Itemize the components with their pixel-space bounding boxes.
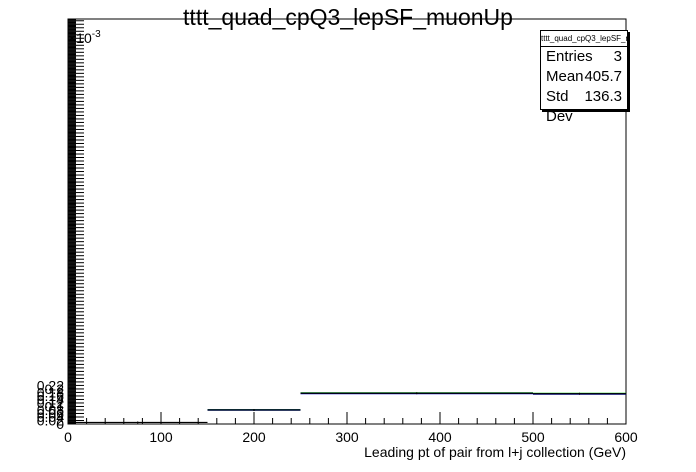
- stats-value: 136.3: [584, 88, 622, 105]
- stats-value: 405.7: [584, 68, 622, 85]
- stats-row-entries: Entries 3: [541, 47, 627, 67]
- y-tick-label: 0: [56, 416, 64, 432]
- x-axis-label: Leading pt of pair from l+j collection (…: [364, 444, 626, 460]
- y-tick-label: 0.18: [37, 384, 64, 400]
- y-tick-label: 0.12: [37, 395, 64, 411]
- y-tick-label: 0.14: [37, 391, 64, 407]
- x-tick-label: 300: [335, 429, 359, 445]
- stats-box-title: tttt_quad_cpQ3_lepSF_muonUp: [541, 31, 627, 47]
- x-tick-label: 0: [64, 429, 72, 445]
- x-tick-label: 500: [521, 429, 545, 445]
- x-tick-label: 600: [614, 429, 638, 445]
- stats-label: Entries: [546, 48, 593, 65]
- stats-value: 3: [613, 48, 622, 65]
- stats-label: Mean: [546, 68, 584, 85]
- x-tick-label: 200: [242, 429, 266, 445]
- histogram-bins: [68, 392, 626, 424]
- stats-label: Std Dev: [546, 88, 573, 125]
- stats-row-stddev: Std Dev 136.3: [541, 87, 627, 125]
- y-tick-label: 0.02: [37, 412, 64, 428]
- chart-title: tttt_quad_cpQ3_lepSF_muonUp: [183, 4, 513, 30]
- y-tick-label: 0.22: [37, 377, 64, 393]
- stats-box: tttt_quad_cpQ3_lepSF_muonUp Entries 3 Me…: [540, 30, 628, 125]
- y-tick-label: 0.1: [45, 398, 65, 414]
- axes: 0 100 200 300 400 500 60000.020.040.060.080.10…: [37, 18, 638, 445]
- x-tick-label: 100: [149, 429, 173, 445]
- x-tick-label: 400: [428, 429, 452, 445]
- y-tick-label: 0.04: [37, 409, 64, 425]
- y-axis-exponent: ×10-3: [68, 29, 101, 46]
- y-tick-label: 0.16: [37, 388, 64, 404]
- y-tick-label: 0.06: [37, 405, 64, 421]
- y-tick-label: 0.2: [45, 381, 65, 397]
- y-tick-label: 0.08: [37, 402, 64, 418]
- stats-row-mean: Mean 405.7: [541, 67, 627, 87]
